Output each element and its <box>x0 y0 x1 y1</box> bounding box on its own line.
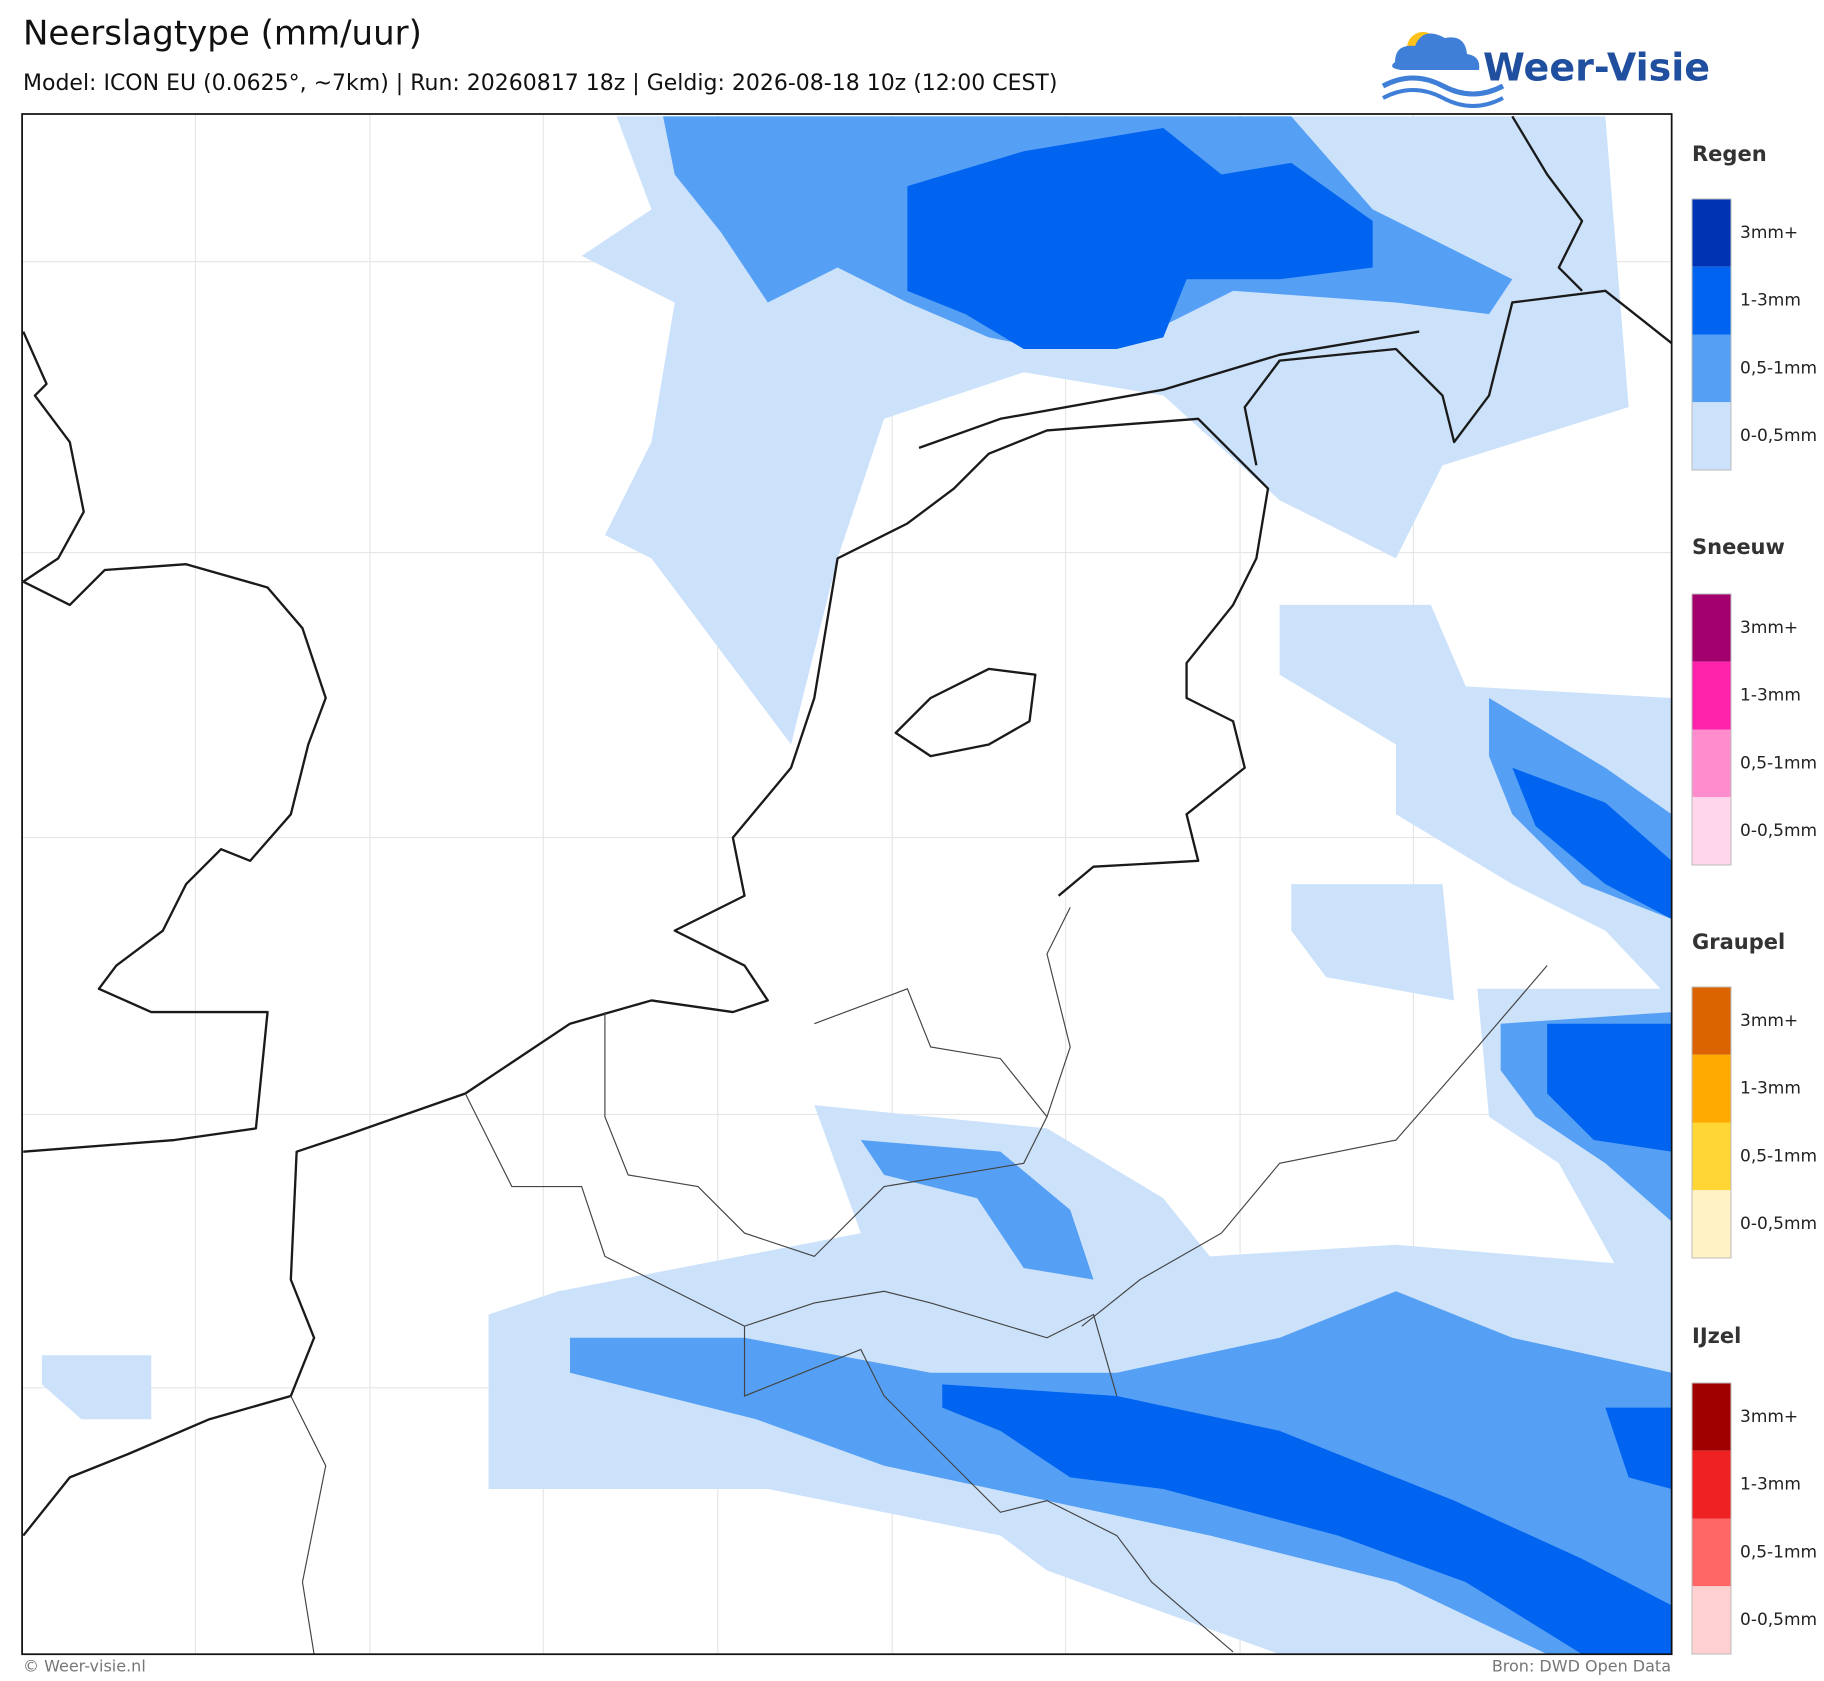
legend-label: 1-3mm <box>1740 1079 1801 1099</box>
legend-label: 3mm+ <box>1740 1011 1798 1031</box>
legend-swatch <box>1692 199 1731 267</box>
precipitation <box>41 116 1672 1655</box>
legend-title: Sneeuw <box>1692 535 1785 559</box>
legend-frame <box>1691 986 1732 1259</box>
legend-swatch <box>1692 266 1731 335</box>
legend-swatch <box>1692 1586 1731 1654</box>
legend-swatch <box>1692 1383 1731 1451</box>
legend-swatch <box>1692 729 1731 798</box>
legend-frame <box>1691 1382 1732 1655</box>
legend-swatch <box>1692 1054 1731 1123</box>
subtitle: Model: ICON EU (0.0625°, ~7km) | Run: 20… <box>23 71 1057 96</box>
legend-swatch <box>1692 1122 1731 1191</box>
legend: Regen 3mm+ 1-3mm 0,5-1mm 0-0,5mm Sneeuw 3mm+ 1-… <box>1691 142 1817 1655</box>
coastlines <box>22 115 1673 1537</box>
borders <box>290 907 1548 1655</box>
legend-title: IJzel <box>1692 1324 1741 1348</box>
legend-label: 0,5-1mm <box>1740 1146 1817 1166</box>
legend-swatch <box>1692 594 1731 662</box>
legend-label: 1-3mm <box>1740 1475 1801 1495</box>
footer-right: Bron: DWD Open Data <box>1492 1657 1671 1676</box>
legend-label: 1-3mm <box>1740 686 1801 706</box>
legend-swatch <box>1692 797 1731 865</box>
legend-swatch <box>1692 1190 1731 1258</box>
legend-swatch <box>1692 661 1731 730</box>
legend-swatch <box>1692 402 1731 470</box>
legend-label: 0,5-1mm <box>1740 1542 1817 1562</box>
legend-label: 0,5-1mm <box>1740 358 1817 378</box>
legend-label: 0-0,5mm <box>1740 426 1817 446</box>
logo: Weer-Visie <box>1381 32 1710 108</box>
footer-left: © Weer-visie.nl <box>23 1657 146 1676</box>
legend-label: 0-0,5mm <box>1740 821 1817 841</box>
legend-label: 3mm+ <box>1740 223 1798 243</box>
map <box>21 113 1673 1656</box>
legend-label: 3mm+ <box>1740 1407 1798 1427</box>
title: Neerslagtype (mm/uur) <box>23 14 422 54</box>
legend-swatch <box>1692 334 1731 403</box>
legend-swatch <box>1692 1450 1731 1519</box>
legend-swatch <box>1692 987 1731 1055</box>
legend-label: 0,5-1mm <box>1740 753 1817 773</box>
legend-label: 1-3mm <box>1740 291 1801 311</box>
legend-swatch <box>1692 1518 1731 1587</box>
legend-label: 0-0,5mm <box>1740 1610 1817 1630</box>
legend-label: 3mm+ <box>1740 618 1798 638</box>
legend-label: 0-0,5mm <box>1740 1214 1817 1234</box>
logo-text: Weer-Visie <box>1483 46 1710 90</box>
legend-frame <box>1691 198 1732 471</box>
legend-title: Regen <box>1692 142 1767 166</box>
legend-frame <box>1691 593 1732 866</box>
legend-title: Graupel <box>1692 930 1785 954</box>
